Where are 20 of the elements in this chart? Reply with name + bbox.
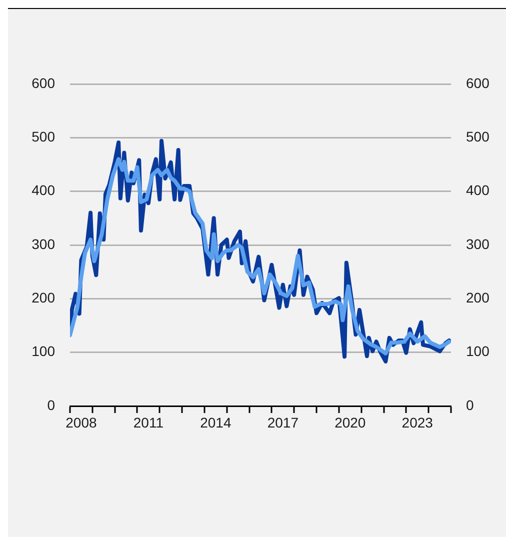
y-tick-label: 100	[32, 343, 56, 360]
x-tick-label: 2008	[66, 414, 97, 430]
y2-tick-label: 100	[466, 343, 490, 360]
y2-tick-label: 400	[466, 182, 490, 198]
y2-tick-label: 300	[466, 236, 490, 252]
y-tick-label: 0	[47, 396, 56, 413]
y-tick-label: 600	[32, 74, 56, 91]
y2-tick-label: 500	[466, 128, 490, 145]
y2-tick-label: 200	[466, 290, 490, 306]
y-tick-label: 500	[32, 128, 56, 145]
x-tick-label: 2014	[200, 414, 232, 430]
y2-tick-label: 0	[466, 396, 474, 413]
y2-tick-label: 600	[466, 74, 490, 91]
x-tick-label: 2011	[133, 414, 164, 430]
y-tick-label: 400	[32, 182, 56, 198]
x-tick-label: 2017	[267, 414, 299, 430]
x-tick-label: 2020	[334, 414, 366, 430]
y-tick-label: 300	[32, 236, 56, 252]
x-tick-label: 2023	[402, 414, 434, 430]
y-tick-label: 200	[32, 290, 56, 306]
